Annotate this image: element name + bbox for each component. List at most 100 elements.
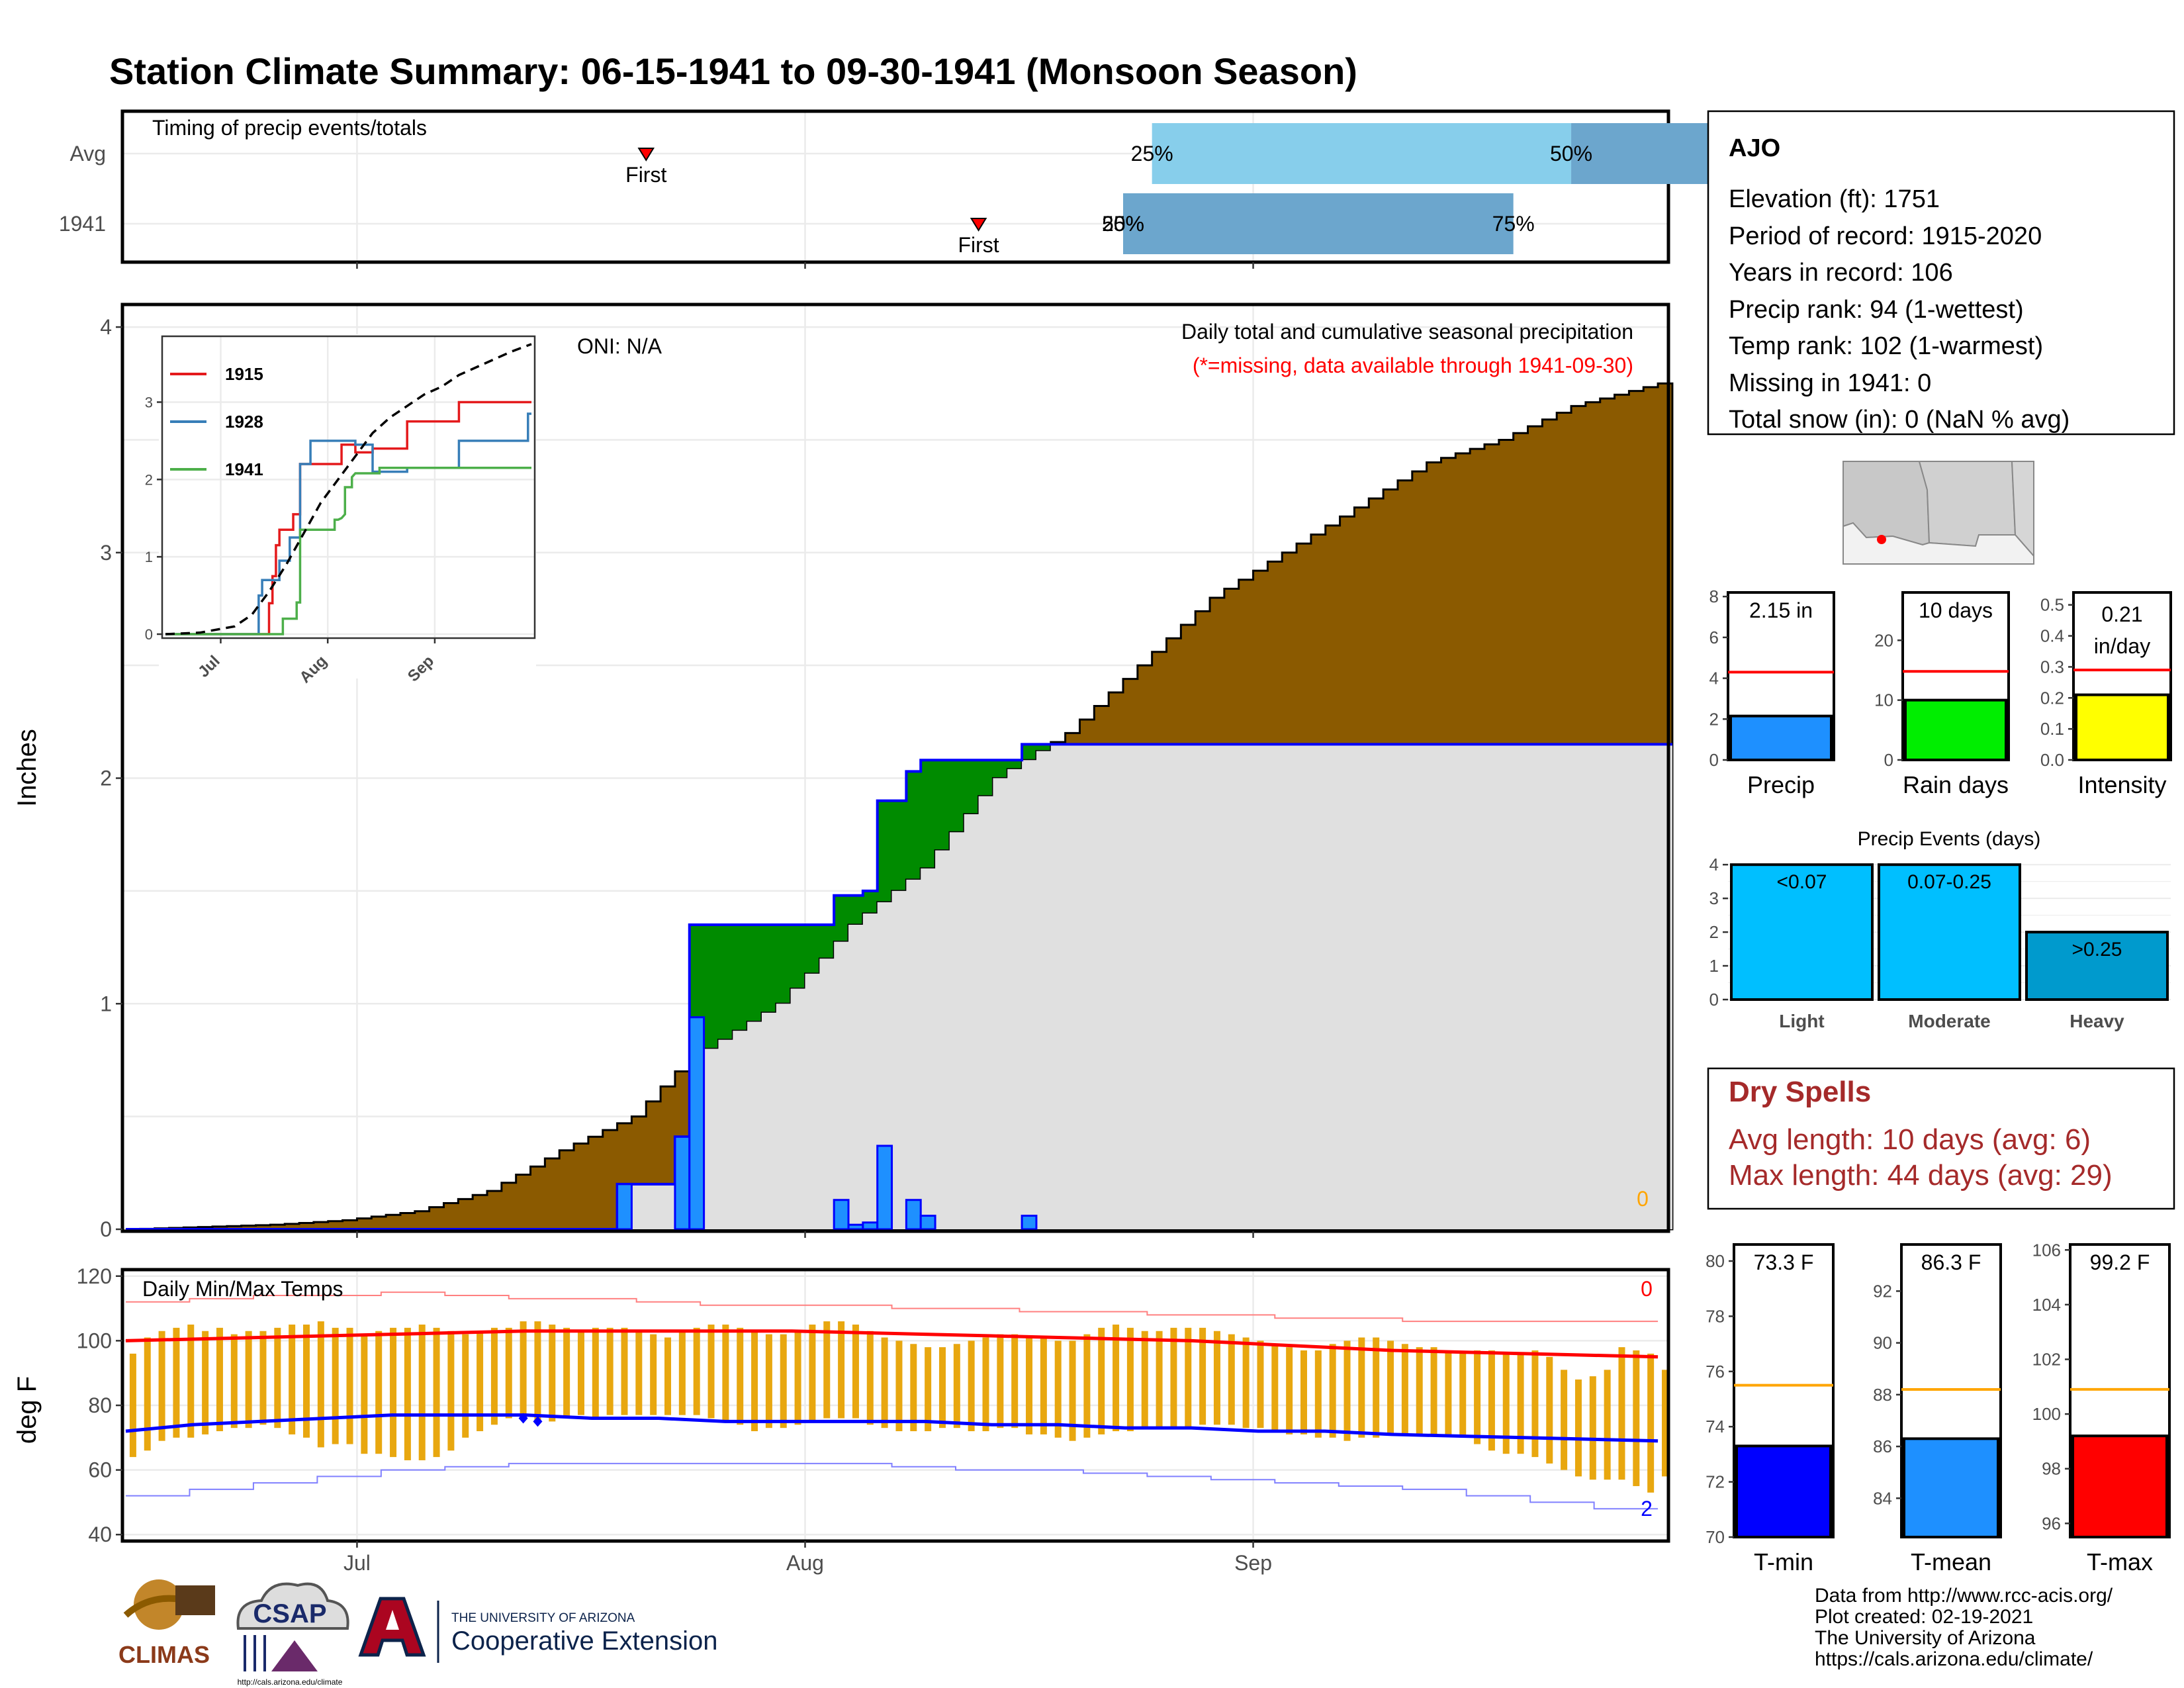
- panel-tick-label-t-min: 72: [1706, 1472, 1725, 1492]
- events-bar-light: [1730, 863, 1874, 1001]
- events-bar-moderate: [1878, 863, 2021, 1001]
- record-max-line: [126, 1291, 1659, 1323]
- events-bar-label: <0.07: [1777, 871, 1827, 893]
- daily-temp-range-bar: [447, 1331, 455, 1451]
- panel-tick-label-intensity: 0.3: [2040, 657, 2064, 677]
- daily-temp-range-bar: [549, 1324, 556, 1422]
- daily-temp-range-bar: [751, 1331, 758, 1432]
- panel-bar-precip: [1729, 714, 1833, 762]
- daily-temp-range-bar: [722, 1324, 729, 1422]
- daily-temp-range-bar: [838, 1321, 845, 1419]
- credits-line-3: The University of Arizona: [1815, 1627, 2036, 1649]
- daily-temp-range-bar: [1286, 1347, 1293, 1434]
- station-period: Period of record: 1915-2020: [1729, 222, 2042, 250]
- main-ylabel: Inches: [13, 729, 42, 807]
- daily-temp-range-bar: [404, 1327, 411, 1460]
- station-location-marker: [1877, 535, 1886, 544]
- daily-temp-range-bar: [462, 1334, 469, 1438]
- timing-p50-label: 50%: [1102, 212, 1144, 236]
- panel-tick-label-precip: 0: [1709, 750, 1719, 770]
- daily-temp-range-bar: [737, 1327, 744, 1425]
- panel-value-label-t-min: 73.3 F: [1754, 1250, 1814, 1274]
- daily-temp-range-bar: [216, 1327, 223, 1432]
- panel-tick-label-t-min: 76: [1706, 1362, 1725, 1382]
- daily-temp-range-bar: [910, 1344, 917, 1432]
- avg-min-line: [125, 1413, 1659, 1443]
- daily-temp-range-bar: [1618, 1347, 1625, 1480]
- daily-temp-range-bar: [144, 1337, 151, 1451]
- panel-tick-label-t-max: 106: [2032, 1240, 2061, 1260]
- daily-temp-range-bar: [1054, 1340, 1062, 1438]
- daily-temp-range-bar: [881, 1337, 888, 1429]
- daily-temp-range-bar: [1343, 1340, 1351, 1441]
- climas-block-icon: [175, 1585, 215, 1615]
- timing-row-year-label: 1941: [59, 212, 106, 236]
- climas-sun-icon: [134, 1579, 184, 1630]
- daily-temp-range-bar: [780, 1334, 787, 1429]
- panel-value-label-precip: 2.15 in: [1749, 598, 1813, 622]
- inset-ytick-label: 3: [145, 394, 153, 410]
- timing-first-label: First: [958, 233, 999, 257]
- timing-year-box: [1122, 193, 1514, 254]
- csap-logo: CSAP http://cals.arizona.edu/climate: [236, 1582, 349, 1687]
- panel-bar-rain-days: [1904, 698, 2007, 761]
- panel-tick-label-t-max: 102: [2032, 1349, 2061, 1369]
- oni-label: ONI: N/A: [577, 334, 662, 358]
- timing-frame: [120, 109, 1670, 264]
- daily-temp-range-bar: [852, 1324, 859, 1419]
- main-annotation-title: Daily total and cumulative seasonal prec…: [1181, 320, 1633, 344]
- events-category-label: Light: [1779, 1011, 1824, 1031]
- month-tick-label: Aug: [786, 1551, 824, 1575]
- daily-temp-range-bar: [490, 1327, 498, 1425]
- panel-value-label-rain-days: 10 days: [1919, 598, 1993, 622]
- timing-p75-label: 75%: [1492, 212, 1535, 236]
- daily-temp-range-bar: [332, 1327, 339, 1444]
- daily-temp-range-bar: [259, 1331, 267, 1425]
- record-min-line: [126, 1462, 1659, 1510]
- panel-bar-intensity: [2075, 693, 2169, 761]
- panel-tick-label-intensity: 0.0: [2040, 750, 2064, 770]
- panel-bar-t-mean: [1903, 1437, 1999, 1538]
- daily-temp-range-bar: [577, 1331, 584, 1415]
- daily-temp-range-bar: [866, 1331, 874, 1425]
- daily-temp-range-bar: [1026, 1337, 1033, 1434]
- panel-tick-label-t-max: 98: [2042, 1459, 2061, 1479]
- events-bar-heavy: [2025, 931, 2169, 1001]
- record-low-marker: [518, 1413, 528, 1424]
- daily-temp-range-bar: [997, 1334, 1004, 1429]
- panel-tick-label-precip: 4: [1709, 669, 1719, 688]
- daily-temp-range-bar: [1199, 1327, 1206, 1425]
- daily-temp-range-bar: [1141, 1331, 1148, 1429]
- daily-temp-range-bar: [1474, 1350, 1481, 1444]
- panel-name-t-mean: T-mean: [1911, 1548, 1991, 1575]
- panel-tick-label-precip: 8: [1709, 586, 1719, 606]
- credits-line-1: Data from http://www.rcc-acis.org/: [1815, 1585, 2113, 1607]
- daily-temp-range-bar: [1113, 1324, 1120, 1432]
- daily-temp-range-bar: [505, 1327, 512, 1419]
- daily-temp-range-bar: [925, 1347, 932, 1432]
- panel-tick-label-intensity: 0.4: [2040, 626, 2064, 646]
- daily-temp-range-bar: [1228, 1334, 1235, 1425]
- daily-temp-range-bar: [650, 1334, 657, 1415]
- daily-temp-range-bar: [1329, 1344, 1336, 1438]
- daily-temp-range-bar: [1083, 1334, 1091, 1438]
- daily-temp-range-bar: [1271, 1344, 1279, 1432]
- daily-temp-range-bar: [1387, 1340, 1394, 1434]
- daily-temp-range-bar: [953, 1344, 960, 1429]
- timing-first-label: First: [625, 163, 666, 187]
- panel-tick-label-intensity: 0.5: [2040, 595, 2064, 615]
- daily-temp-range-bar: [938, 1347, 946, 1429]
- daily-temp-range-bar: [1633, 1350, 1640, 1487]
- inset-line-1928: [165, 412, 531, 635]
- daily-temp-range-bar: [158, 1331, 165, 1441]
- missing-count: 0: [1637, 1187, 1649, 1211]
- daily-temp-range-bar: [982, 1337, 989, 1432]
- temp-summary-panels: 70 72 74 76 78 80 73.3 F T-min 84 86 88 90 92 86.3 F T…: [1706, 1240, 2171, 1575]
- events-tick-label: 3: [1709, 888, 1719, 908]
- inset-legend-label-1928: 1928: [225, 412, 263, 432]
- panel-tick-label-t-mean: 86: [1873, 1436, 1892, 1456]
- daily-temp-range-bar: [1459, 1353, 1467, 1438]
- dry-spells-max: Max length: 44 days (avg: 29): [1729, 1159, 2113, 1192]
- events-category-label: Heavy: [2070, 1011, 2124, 1031]
- csap-wordmark: CSAP: [253, 1599, 326, 1628]
